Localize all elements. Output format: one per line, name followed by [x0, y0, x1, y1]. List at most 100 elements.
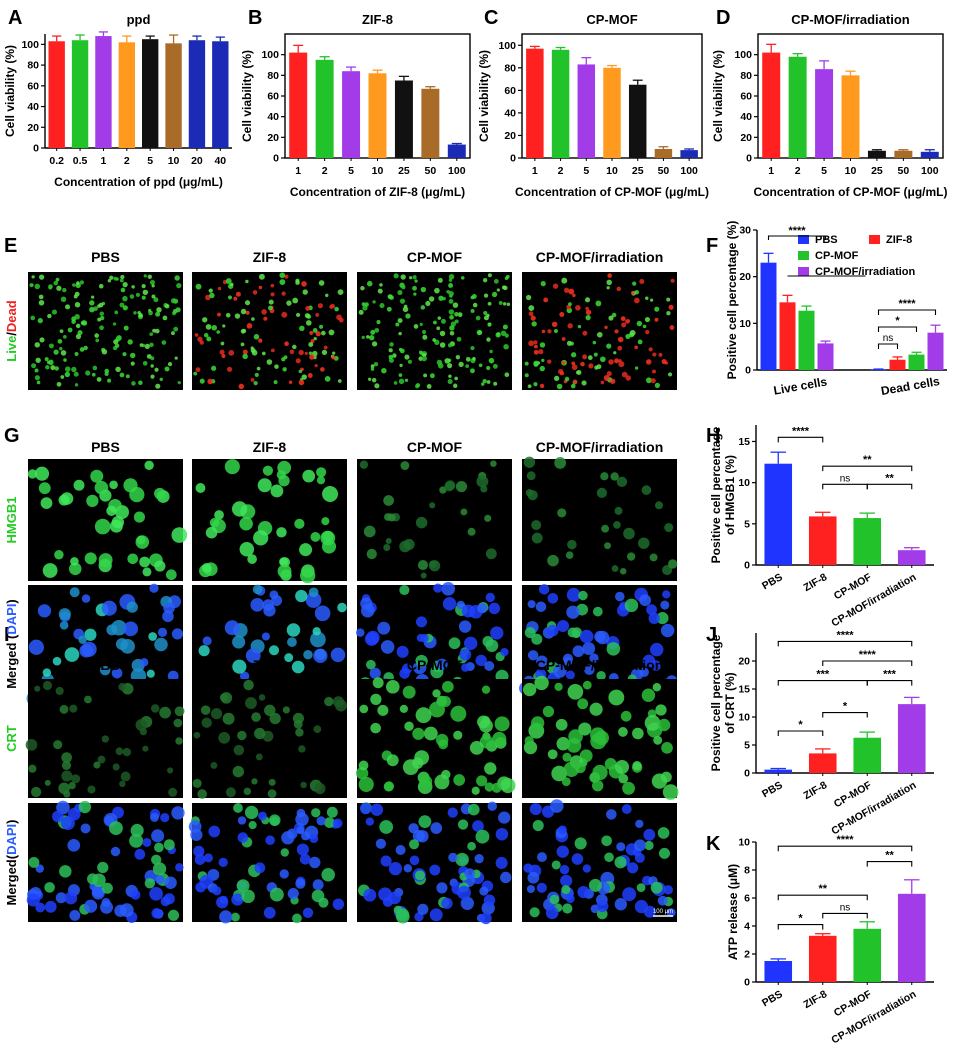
- cell-mark: [404, 721, 414, 731]
- cell-mark: [319, 324, 324, 329]
- cell-mark: [643, 905, 656, 918]
- cell-mark: [208, 825, 221, 838]
- scale-label: 100 μm: [653, 909, 673, 915]
- cell-mark: [320, 367, 325, 372]
- significance-bracket: [877, 326, 918, 332]
- column-title: PBS: [91, 657, 120, 673]
- cell-mark: [643, 828, 656, 841]
- cell-mark: [417, 903, 429, 915]
- cell-mark: [202, 636, 212, 646]
- cell-mark: [195, 483, 206, 493]
- panel-letter-b: B: [248, 7, 262, 29]
- cell-mark: [633, 297, 640, 304]
- cell-mark: [452, 302, 459, 308]
- cell-mark: [244, 805, 259, 820]
- cell-mark: [432, 689, 441, 698]
- cell-mark: [444, 481, 455, 492]
- cell-mark: [632, 281, 637, 286]
- cell-mark: [656, 612, 669, 625]
- cell-mark: [447, 379, 453, 385]
- cell-mark: [146, 354, 152, 359]
- cell-mark: [224, 620, 240, 636]
- cell-mark: [299, 567, 316, 584]
- cell-mark: [429, 701, 445, 718]
- cell-mark: [123, 621, 139, 637]
- cell-mark: [55, 892, 67, 904]
- cell-mark: [64, 366, 71, 372]
- y-axis-label: Positive cell percentage: [709, 426, 723, 563]
- cell-mark: [140, 658, 149, 667]
- cell-mark: [73, 294, 78, 299]
- cell-mark: [212, 886, 222, 896]
- cell-mark: [454, 376, 458, 381]
- cell-mark: [240, 671, 250, 681]
- cell-mark: [321, 349, 328, 356]
- panel-letter-k: K: [706, 833, 721, 855]
- cell-mark: [634, 345, 638, 350]
- significance-label: ***: [816, 669, 830, 681]
- cell-mark: [379, 303, 385, 309]
- cell-mark: [325, 293, 329, 298]
- cell-mark: [161, 340, 167, 345]
- cell-mark: [113, 339, 119, 345]
- cell-mark: [498, 301, 503, 305]
- cell-mark: [555, 718, 568, 731]
- x-tick-label: 100: [921, 165, 939, 177]
- cell-mark: [472, 820, 484, 832]
- cell-mark: [298, 745, 306, 753]
- cell-mark: [279, 869, 289, 879]
- cell-mark: [363, 888, 377, 902]
- cell-mark: [269, 887, 284, 902]
- cell-mark: [201, 717, 212, 728]
- bar: [798, 310, 815, 370]
- cell-mark: [141, 295, 146, 300]
- bar: [315, 59, 334, 159]
- cell-mark: [552, 283, 559, 289]
- cell-mark: [383, 781, 394, 792]
- cell-mark: [119, 780, 126, 788]
- cell-mark: [453, 774, 466, 786]
- cell-mark: [227, 295, 233, 300]
- cell-mark: [237, 832, 249, 843]
- cell-mark: [645, 359, 652, 365]
- cell-mark: [460, 508, 468, 516]
- cell-mark: [374, 327, 380, 333]
- column-title: PBS: [91, 249, 120, 265]
- cell-mark: [457, 819, 469, 830]
- cell-mark: [159, 377, 163, 381]
- cell-mark: [96, 377, 102, 382]
- cell-mark: [366, 280, 373, 287]
- cell-mark: [245, 648, 261, 664]
- cell-mark: [107, 279, 112, 283]
- cell-mark: [370, 329, 376, 335]
- cell-mark: [592, 779, 604, 792]
- cell-mark: [479, 718, 493, 733]
- cell-mark: [495, 856, 508, 869]
- cell-mark: [45, 365, 50, 370]
- cell-mark: [220, 341, 225, 346]
- cell-mark: [420, 286, 427, 293]
- cell-mark: [653, 735, 663, 745]
- cell-mark: [320, 530, 336, 546]
- cell-mark: [539, 342, 546, 348]
- cell-mark: [144, 878, 156, 889]
- bar: [808, 516, 837, 565]
- cell-mark: [332, 351, 336, 355]
- cell-mark: [61, 760, 72, 770]
- cell-mark: [48, 284, 53, 289]
- legend-label: CP-MOF/irradiation: [815, 266, 916, 278]
- cell-mark: [375, 838, 387, 849]
- y-tick-label: 80: [27, 60, 39, 72]
- cell-mark: [261, 351, 266, 356]
- cell-mark: [286, 300, 292, 306]
- cell-mark: [240, 308, 247, 315]
- cell-mark: [258, 694, 266, 701]
- bar: [764, 961, 793, 982]
- cell-mark: [28, 764, 37, 773]
- cell-mark: [299, 543, 313, 557]
- cell-mark: [399, 363, 403, 368]
- cell-mark: [301, 831, 311, 841]
- y-tick-label: 0: [745, 365, 751, 377]
- cell-mark: [264, 704, 276, 717]
- cell-mark: [71, 774, 81, 784]
